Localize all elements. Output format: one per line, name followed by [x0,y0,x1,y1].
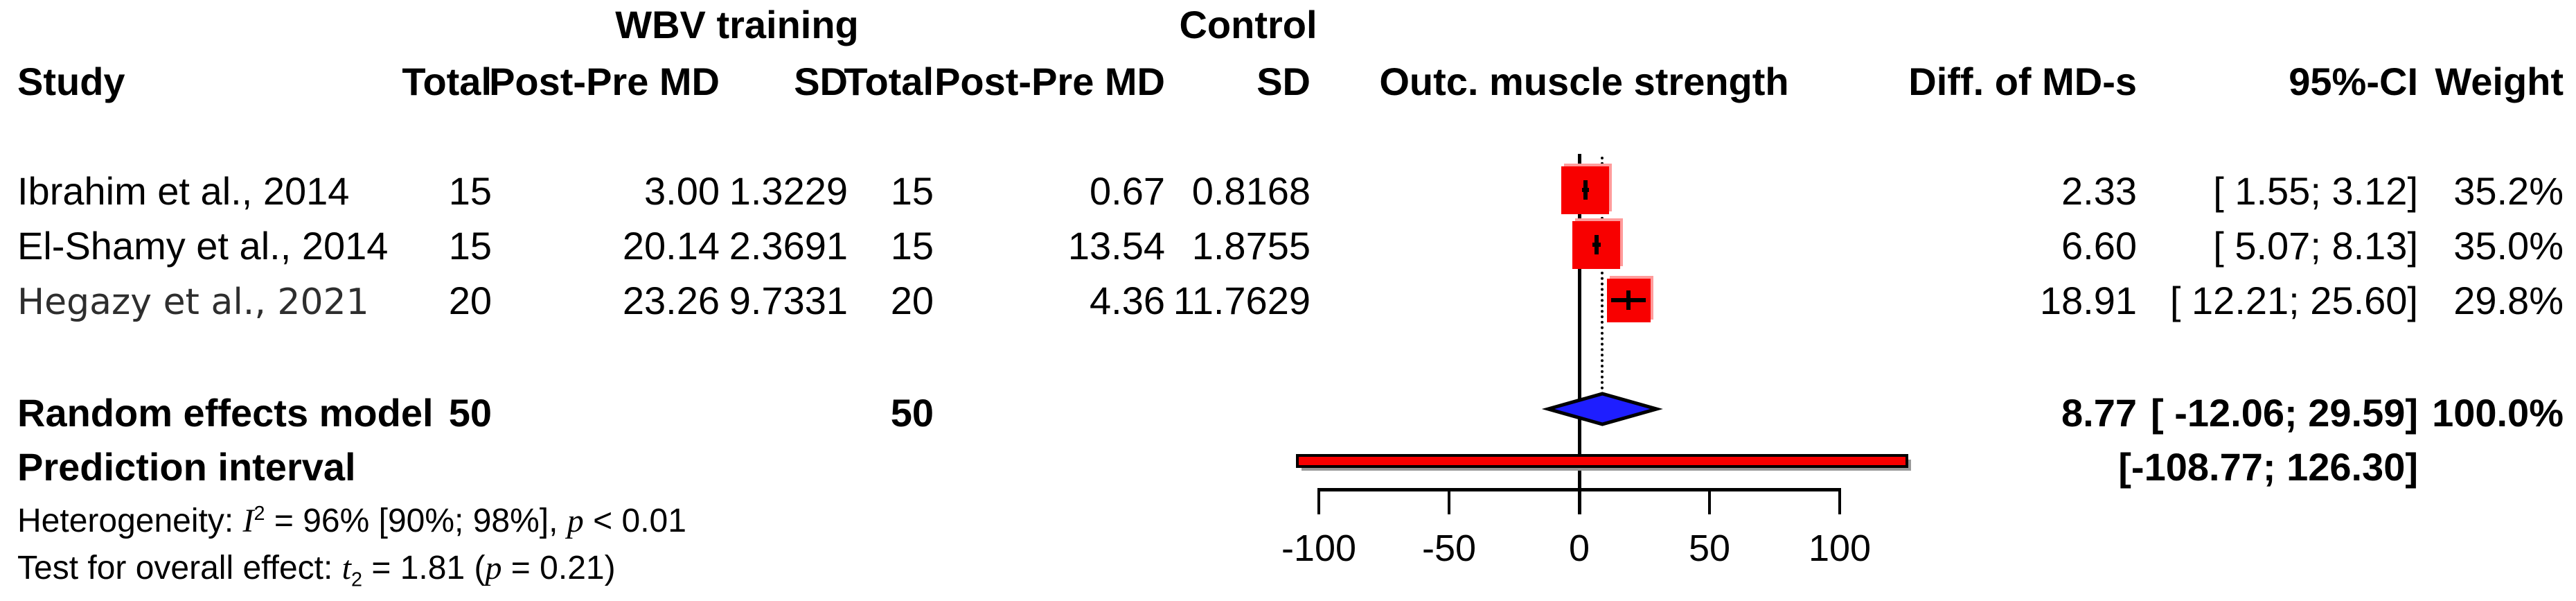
het-sup: 2 [254,503,265,525]
col-header-outcome: Outc. muscle strength [1379,60,1789,103]
ctrl-total: 15 [890,169,934,213]
het-stat: I [242,503,254,539]
col-header-total-ctrl: Total [844,60,934,103]
diff-value: 6.60 [2061,224,2137,268]
study-label: El-Shamy et al., 2014 [17,224,389,268]
wbv-sd: 2.3691 [729,224,848,268]
study-label: Ibrahim et al., 2014 [17,169,350,213]
ctrl-total: 15 [890,224,934,268]
axis-tick-label: 100 [1808,528,1872,569]
wbv-sd: 9.7331 [729,279,848,322]
col-header-study: Study [17,60,125,103]
zero-line [1578,154,1581,514]
summary-label: Random effects model [17,391,434,435]
summary-diamond [1541,392,1663,426]
axis-tick-label: 50 [1688,528,1731,569]
study-point-marker [1583,180,1588,200]
axis-tick-label: -50 [1421,528,1477,569]
summary-diff: 8.77 [2061,391,2137,435]
diff-value: 18.91 [2039,279,2137,322]
col-header-ci: 95%-CI [2289,60,2418,103]
prediction-label: Prediction interval [17,445,356,489]
diff-value: 2.33 [2061,169,2137,213]
axis-tick [1578,488,1581,514]
het-mid: = 96% [90%; 98%], [265,503,567,539]
ctrl-md: 4.36 [1090,279,1165,322]
summary-weight: 100.0% [2432,391,2564,435]
wbv-md: 23.26 [622,279,720,322]
axis-tick [1448,488,1450,514]
weight-value: 35.0% [2453,224,2564,268]
test-prefix: Test for overall effect: [17,550,342,586]
ci-value: [ 12.21; 25.60] [2169,279,2418,322]
ctrl-sd: 1.8755 [1191,224,1311,268]
col-header-total-wbv: Total [402,60,492,103]
col-header-weight: Weight [2435,60,2564,103]
wbv-sd: 1.3229 [729,169,848,213]
test-tail: = 0.21) [501,550,616,586]
axis-tick-label: 0 [1568,528,1590,569]
ctrl-md: 13.54 [1067,224,1165,268]
het-prefix: Heterogeneity: [17,503,243,539]
weight-value: 35.2% [2453,169,2564,213]
summary-ci: [ -12.06; 29.59] [2151,391,2418,435]
wbv-md: 3.00 [644,169,720,213]
weight-value: 29.8% [2453,279,2564,322]
prediction-ci: [-108.77; 126.30] [2118,445,2418,489]
ctrl-sd: 11.7629 [1173,279,1311,322]
test-stat: t [341,550,351,586]
ctrl-total: 20 [890,279,934,322]
axis-tick [1317,488,1320,514]
ci-value: [ 5.07; 8.13] [2213,224,2418,268]
het-tail: < 0.01 [583,503,686,539]
wbv-md: 20.14 [622,224,720,268]
group-header-control: Control [1179,3,1317,46]
col-header-md-wbv: Post-Pre MD [489,60,720,103]
study-point-marker [1595,235,1599,254]
axis-tick [1838,488,1841,514]
study-label: Hegazy et al., 2021 [17,281,369,323]
summary-ctrl-total: 50 [890,391,934,435]
ctrl-sd: 0.8168 [1191,169,1311,213]
col-header-sd-wbv: SD [794,60,848,103]
wbv-total: 20 [448,279,492,322]
test-p: p [485,550,502,586]
prediction-interval-bar [1296,454,1908,468]
test-sub: 2 [351,568,363,591]
wbv-total: 15 [448,169,492,213]
col-header-sd-ctrl: SD [1256,60,1311,103]
study-point-marker [1626,290,1631,310]
axis-tick [1708,488,1711,514]
test-mid: = 1.81 ( [362,550,486,586]
axis-tick-label: -100 [1281,528,1357,569]
heterogeneity-text: Heterogeneity: I2 = 96% [90%; 98%], p < … [17,503,686,539]
ctrl-md: 0.67 [1090,169,1165,213]
group-header-wbv: WBV training [615,3,859,46]
overall-effect-text: Test for overall effect: t2 = 1.81 (p = … [17,550,616,590]
summary-dotted-line [1600,157,1604,395]
summary-wbv-total: 50 [448,391,492,435]
col-header-md-ctrl: Post-Pre MD [934,60,1165,103]
col-header-diff: Diff. of MD-s [1908,60,2137,103]
wbv-total: 15 [448,224,492,268]
ci-value: [ 1.55; 3.12] [2213,169,2418,213]
het-p: p [567,503,584,539]
